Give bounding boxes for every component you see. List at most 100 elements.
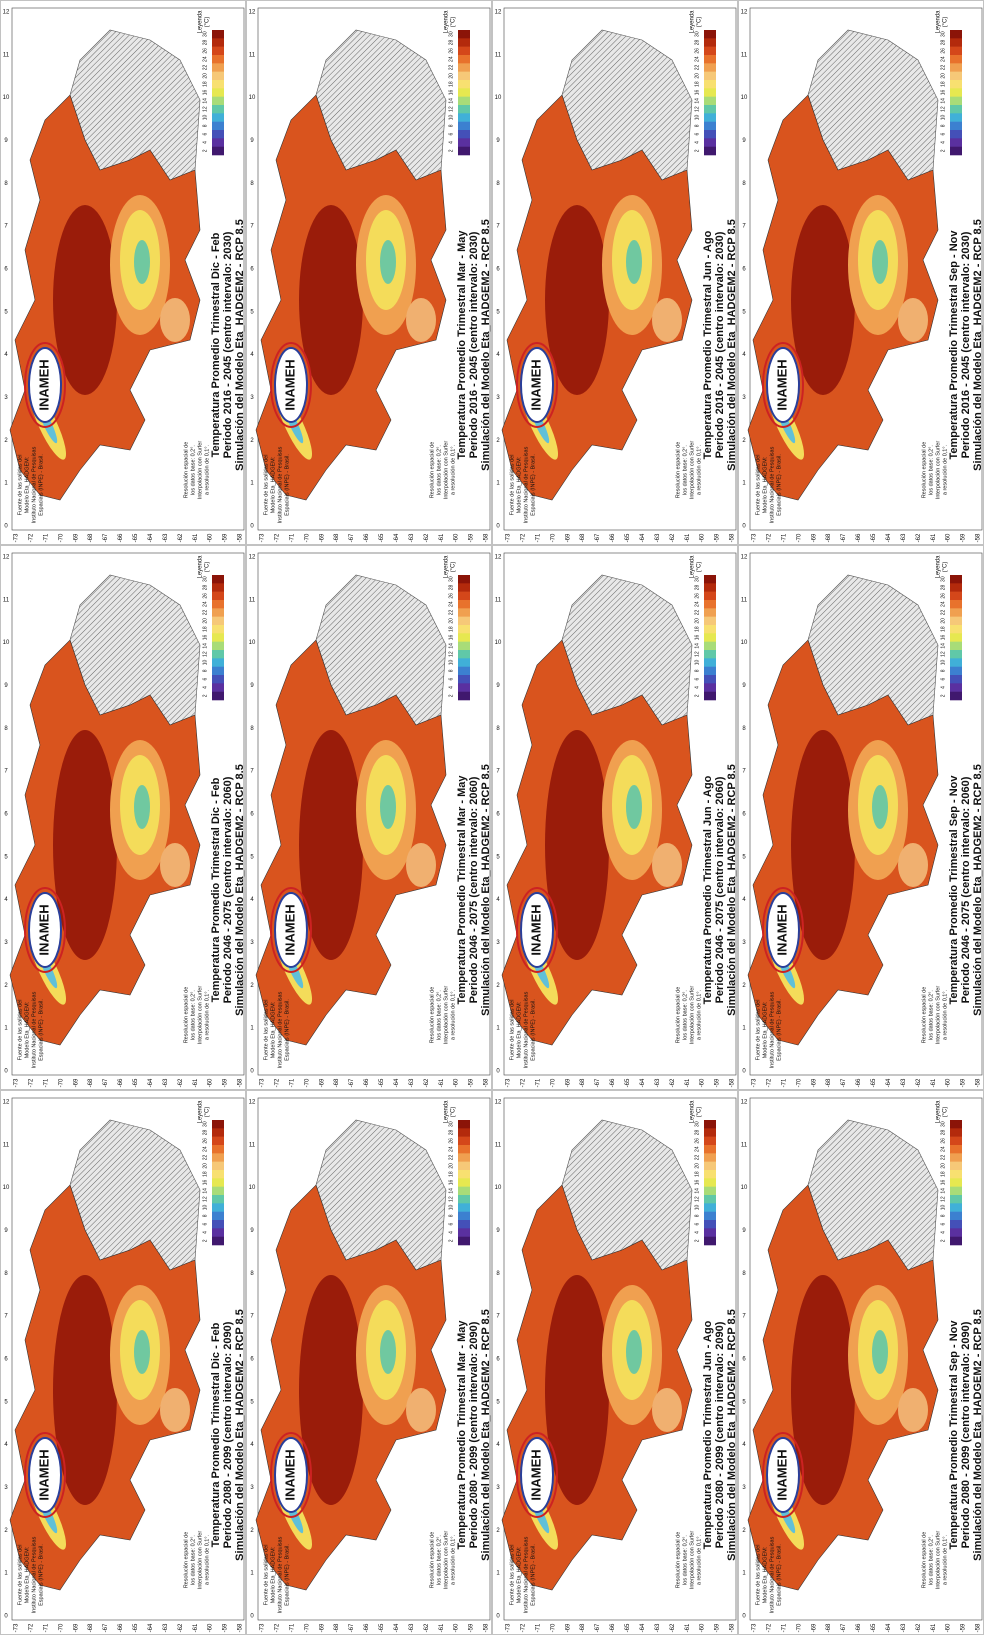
lat-tick-label: 1 [250, 1571, 254, 1577]
lon-tick-label: -72 [521, 533, 527, 542]
legend-swatch [704, 46, 716, 56]
panel-title: Temperatura Promedio Trimestral Jun - Ag… [702, 1320, 714, 1549]
legend-swatch [458, 130, 470, 139]
lon-tick-label: -68 [88, 1078, 94, 1087]
lon-tick-label: -71 [781, 1623, 787, 1632]
lon-tick-label: -64 [394, 1078, 400, 1087]
legend-tick-label: 14 [940, 98, 946, 104]
legend-tick-label: 30 [448, 1121, 454, 1127]
logo-text: INAMEH [36, 1449, 51, 1500]
panel-title: Periodo 2046 - 2075 (centro intervalo: 2… [960, 776, 972, 1003]
lat-tick-label: 7 [742, 224, 746, 230]
resolution-text: Interpolación con Surfer [935, 986, 941, 1045]
lon-tick-label: -63 [655, 1078, 661, 1087]
lat-tick-label: 8 [496, 181, 500, 187]
lon-tick-label: -58 [484, 533, 490, 542]
lon-tick-label: -68 [580, 1078, 586, 1087]
lat-tick-label: 6 [250, 812, 254, 818]
resolution-text: Resolución espacial de [429, 442, 435, 499]
legend-tick-label: 8 [448, 124, 454, 127]
legend-tick-label: 28 [202, 585, 208, 591]
legend-tick-label: 8 [448, 669, 454, 672]
credit-text: Espaciais (INPE) - Brasil. [284, 1544, 290, 1606]
lon-tick-label: -58 [238, 1623, 244, 1632]
legend-tick-label: 2 [448, 1239, 454, 1242]
logo-ring [24, 1432, 66, 1518]
lat-tick-label: 12 [741, 1100, 748, 1106]
panel-title: Temperatura Promedio Trimestral Dic - Fe… [210, 232, 222, 457]
legend-tick-label: 10 [940, 1205, 946, 1211]
resolution-text: Interpolación con Surfer [443, 1531, 449, 1590]
legend-swatch [950, 1178, 962, 1187]
legend-unit: (°C) [697, 1107, 703, 1118]
lon-tick-label: -65 [871, 1623, 877, 1632]
legend-tick-label: 30 [448, 576, 454, 582]
legend-tick-label: 8 [202, 1214, 208, 1217]
legend-swatch [458, 138, 470, 147]
lat-tick-label: 10 [495, 640, 502, 646]
legend-swatch [212, 113, 224, 122]
legend-tick-label: 20 [940, 618, 946, 624]
panel-title: Periodo 2016 - 2045 (centro intervalo: 2… [960, 231, 972, 458]
panel-title: Simulación del Modelo Eta_HADGEM2 - RCP … [726, 1309, 738, 1561]
lat-tick-label: 11 [3, 597, 10, 603]
credit-text: Fuente de las salidas del [509, 1000, 515, 1061]
legend-tick-label: 12 [202, 1196, 208, 1202]
legend-tick-label: 30 [940, 1121, 946, 1127]
legend-title: Leyenda [936, 555, 942, 579]
credit-text: Espaciais (INPE) - Brasil. [38, 1544, 44, 1606]
lat-tick-label: 9 [4, 683, 8, 689]
lat-tick-label: 7 [250, 769, 254, 775]
resolution-text: a resolución de 0,1°. [942, 444, 948, 495]
panel-title: Periodo 2016 - 2045 (centro intervalo: 2… [714, 231, 726, 458]
legend-swatch [704, 88, 716, 97]
lon-tick-label: -68 [826, 1623, 832, 1632]
lon-tick-label: -62 [178, 533, 184, 542]
legend-swatch [950, 88, 962, 97]
legend-swatch [212, 600, 224, 609]
hot-zone [299, 205, 363, 395]
cool-zone [134, 1330, 150, 1374]
legend-swatch [212, 1236, 224, 1246]
legend-unit: (°C) [205, 17, 211, 28]
lon-tick-label: -58 [730, 533, 736, 542]
legend-tick-label: 16 [448, 1180, 454, 1186]
legend-tick-label: 18 [694, 1171, 700, 1177]
resolution-text: Resolución espacial de [921, 442, 927, 499]
south-zone [898, 843, 928, 887]
lon-tick-label: -60 [700, 1078, 706, 1087]
legend-swatch [458, 71, 470, 81]
legend-swatch [950, 1220, 962, 1229]
legend-swatch [704, 625, 716, 634]
resolution-text: Resolución espacial de [675, 987, 681, 1044]
lon-tick-label: -73 [752, 533, 758, 542]
logo-text: INAMEH [36, 359, 51, 410]
legend-swatch [704, 113, 716, 122]
legend-tick-label: 22 [448, 1155, 454, 1161]
panel-title: Temperatura Promedio Trimestral Jun - Ag… [702, 230, 714, 459]
legend-swatch [704, 575, 716, 584]
legend-tick-label: 26 [940, 1138, 946, 1144]
lon-tick-label: -65 [133, 1623, 139, 1632]
lon-tick-label: -63 [409, 1078, 415, 1087]
hot-zone [545, 730, 609, 960]
lon-tick-label: -72 [275, 533, 281, 542]
lat-tick-label: 7 [496, 1314, 500, 1320]
logo-text: INAMEH [282, 359, 297, 410]
panel-title: Simulación del Modelo Eta_HADGEM2 - RCP … [480, 1309, 492, 1561]
lon-tick-label: -60 [700, 533, 706, 542]
lat-tick-label: 9 [250, 1228, 254, 1234]
legend-tick-label: 16 [202, 1180, 208, 1186]
lon-tick-label: -63 [655, 533, 661, 542]
legend-tick-label: 20 [448, 618, 454, 624]
lon-tick-label: -71 [289, 533, 295, 542]
lon-tick-label: -63 [901, 1078, 907, 1087]
legend-swatch [458, 146, 470, 156]
legend-swatch [458, 1220, 470, 1229]
resolution-text: los datos base: 0,2°. [928, 445, 934, 495]
legend-swatch [212, 1145, 224, 1154]
lon-tick-label: -67 [349, 1623, 355, 1632]
lat-tick-label: 10 [249, 95, 256, 101]
lon-tick-label: -69 [565, 533, 571, 542]
